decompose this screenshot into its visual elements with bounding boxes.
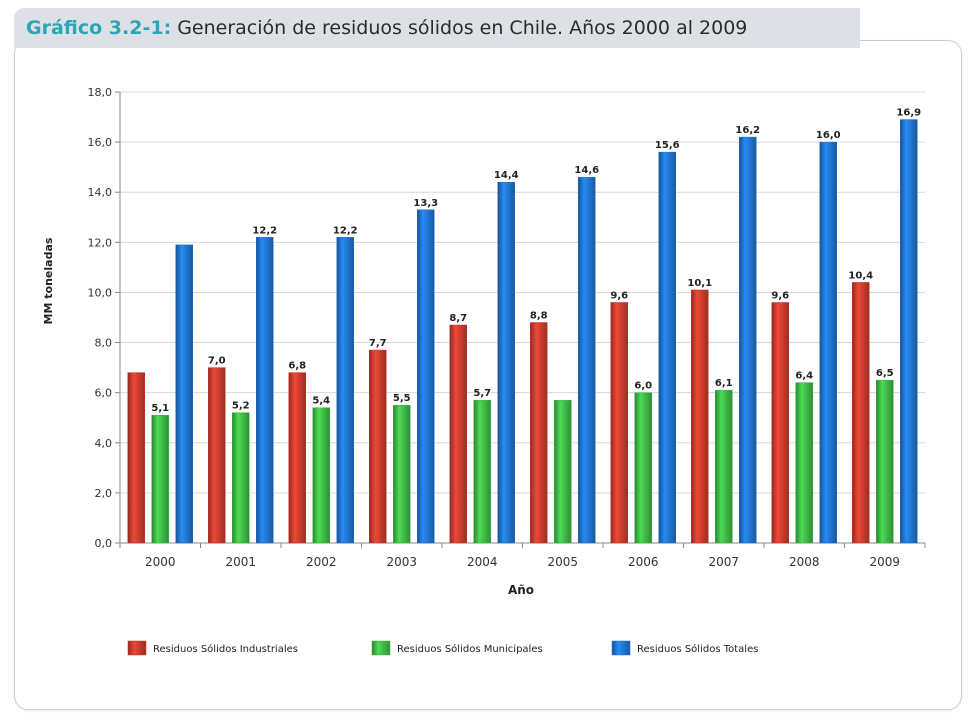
bar bbox=[658, 151, 676, 544]
figure-title: Gráfico 3.2-1: Generación de residuos só… bbox=[14, 8, 860, 48]
data-label: 9,6 bbox=[610, 290, 628, 301]
y-tick-label: 2,0 bbox=[95, 487, 113, 500]
y-tick-label: 6,0 bbox=[95, 387, 113, 400]
data-label: 5,4 bbox=[312, 396, 330, 407]
bars bbox=[127, 119, 918, 544]
bar bbox=[369, 349, 387, 544]
bar bbox=[417, 209, 435, 544]
y-tick-label: 12,0 bbox=[88, 236, 113, 249]
data-label: 6,4 bbox=[795, 371, 813, 382]
data-label: 14,4 bbox=[494, 170, 519, 181]
legend-label: Residuos Sólidos Municipales bbox=[397, 643, 543, 655]
legend-swatch bbox=[371, 640, 391, 656]
data-label: 6,5 bbox=[876, 368, 894, 379]
x-tick-label: 2005 bbox=[547, 555, 578, 569]
y-tick-label: 18,0 bbox=[88, 86, 113, 99]
data-label: 5,1 bbox=[151, 403, 169, 414]
figure-title-text: Generación de residuos sólidos en Chile.… bbox=[171, 17, 748, 39]
bar bbox=[175, 244, 193, 544]
data-label: 10,4 bbox=[848, 270, 873, 281]
bar bbox=[151, 414, 169, 544]
bar bbox=[497, 181, 515, 544]
bar bbox=[852, 282, 870, 544]
data-label: 6,8 bbox=[288, 361, 306, 372]
data-label: 8,7 bbox=[449, 313, 467, 324]
x-axis: 2000 2001 2002 2003 2004 2005 2006 2007 2008 2009 bbox=[119, 542, 926, 569]
x-tick-label: 2004 bbox=[467, 555, 498, 569]
x-axis-title: Año bbox=[508, 583, 534, 597]
data-label: 12,2 bbox=[252, 225, 277, 236]
legend-swatch bbox=[611, 640, 631, 656]
bar bbox=[900, 119, 918, 544]
y-tick-label: 0,0 bbox=[95, 537, 113, 550]
x-tick-label: 2006 bbox=[628, 555, 659, 569]
bar bbox=[336, 237, 354, 544]
chart-panel bbox=[14, 40, 962, 710]
bar bbox=[795, 382, 813, 544]
data-label: 7,0 bbox=[208, 356, 226, 367]
bar bbox=[771, 302, 789, 544]
legend: Residuos Sólidos Industriales Residuos Só… bbox=[127, 640, 758, 656]
x-tick-label: 2000 bbox=[145, 555, 176, 569]
bar bbox=[691, 289, 709, 544]
data-label: 16,2 bbox=[735, 125, 760, 136]
bar bbox=[610, 302, 628, 544]
legend-swatch bbox=[127, 640, 147, 656]
data-label: 7,7 bbox=[369, 338, 387, 349]
bar bbox=[819, 141, 837, 544]
data-label: 14,6 bbox=[574, 165, 599, 176]
bar bbox=[530, 322, 548, 544]
y-tick-label: 8,0 bbox=[95, 337, 113, 350]
data-label: 15,6 bbox=[655, 140, 680, 151]
x-tick-label: 2008 bbox=[789, 555, 820, 569]
x-tick-label: 2009 bbox=[869, 555, 900, 569]
bar bbox=[634, 392, 652, 544]
legend-label: Residuos Sólidos Industriales bbox=[153, 643, 298, 655]
bar bbox=[739, 136, 757, 544]
bar bbox=[127, 372, 145, 544]
bar bbox=[473, 399, 491, 544]
x-tick-label: 2001 bbox=[225, 555, 256, 569]
data-label: 9,6 bbox=[771, 290, 789, 301]
figure-number: Gráfico 3.2-1: bbox=[26, 17, 172, 39]
x-tick-label: 2007 bbox=[708, 555, 739, 569]
y-tick-label: 16,0 bbox=[88, 136, 113, 149]
x-tick-label: 2002 bbox=[306, 555, 337, 569]
bar bbox=[578, 176, 596, 544]
y-axis: 0,0 2,0 4,0 6,0 8,0 10,0 12,0 14,0 16,0 18,0 bbox=[88, 86, 121, 550]
data-label: 6,1 bbox=[715, 378, 733, 389]
data-label: 16,9 bbox=[896, 108, 921, 119]
data-label: 8,8 bbox=[530, 311, 548, 322]
bar bbox=[232, 412, 250, 544]
bar bbox=[876, 379, 894, 544]
data-label: 5,2 bbox=[232, 401, 250, 412]
y-tick-label: 4,0 bbox=[95, 437, 113, 450]
legend-label: Residuos Sólidos Totales bbox=[637, 643, 758, 655]
y-tick-label: 10,0 bbox=[88, 286, 113, 299]
data-label: 5,5 bbox=[393, 393, 411, 404]
data-label: 12,2 bbox=[333, 225, 358, 236]
y-axis-title: MM toneladas bbox=[42, 237, 55, 324]
bar bbox=[554, 399, 572, 544]
data-label: 6,0 bbox=[634, 381, 652, 392]
bar bbox=[208, 367, 226, 544]
bar bbox=[256, 237, 274, 544]
data-label: 5,7 bbox=[473, 388, 491, 399]
bar bbox=[449, 324, 467, 544]
bar bbox=[715, 389, 733, 544]
data-label: 13,3 bbox=[413, 198, 438, 209]
bar bbox=[312, 407, 330, 544]
bar bbox=[393, 404, 411, 544]
data-label: 16,0 bbox=[816, 130, 841, 141]
bar bbox=[288, 372, 306, 544]
data-labels: 5,1 7,0 5,2 12,2 6,8 5,4 12,2 7,7 5,5 13,3 8,7 5,7 1… bbox=[151, 108, 921, 415]
data-label: 10,1 bbox=[687, 278, 712, 289]
x-tick-label: 2003 bbox=[386, 555, 417, 569]
y-tick-label: 14,0 bbox=[88, 186, 113, 199]
